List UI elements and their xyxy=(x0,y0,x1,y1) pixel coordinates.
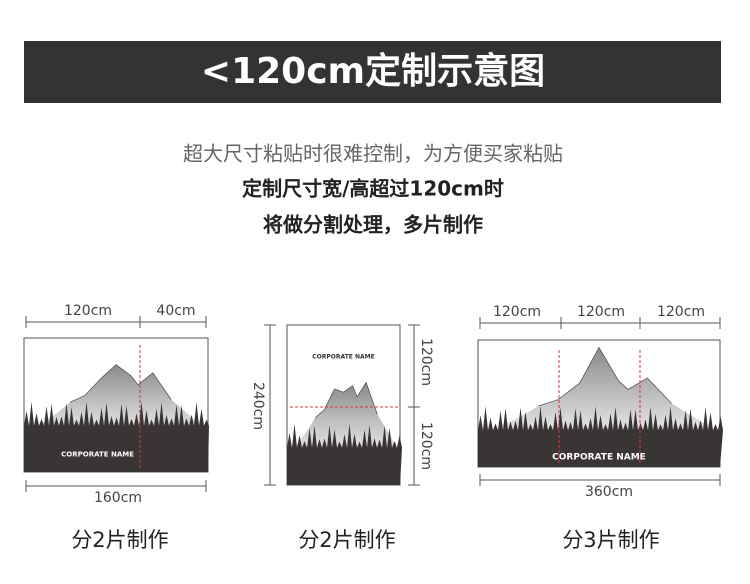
mountain xyxy=(292,382,398,450)
mountain-ridge xyxy=(69,364,172,403)
caption: 分3片制作 xyxy=(562,528,659,552)
dimension-label: 40cm xyxy=(156,303,195,319)
dimension-label: 120cm xyxy=(64,303,112,319)
dimension-label: 120cm xyxy=(418,422,434,470)
dimension-line xyxy=(25,316,207,328)
dimension-line xyxy=(479,317,721,329)
brand-name: CORPORATE NAME xyxy=(312,354,374,361)
dimension-label: 240cm xyxy=(250,382,266,430)
dimension-label: 120cm xyxy=(657,304,705,320)
intro-line: 超大尺寸粘贴时很难控制，为方便买家粘贴 xyxy=(183,142,563,166)
scene: CORPORATE NAME xyxy=(23,337,209,473)
header-bar xyxy=(24,41,721,103)
scene: CORPORATE NAME xyxy=(286,324,402,486)
scene: CORPORATE NAME xyxy=(477,339,723,468)
dimension-label: 360cm xyxy=(585,484,633,500)
ground xyxy=(24,425,208,472)
dimension-line xyxy=(25,480,207,492)
intro-line: 将做分割处理，多片制作 xyxy=(263,213,483,237)
dimension-line xyxy=(479,474,721,486)
example-1: 120cm 40cm CORPORATE NAME 160cm 分2片制作 xyxy=(23,303,209,552)
mountain xyxy=(490,347,716,432)
dimension-label: 120cm xyxy=(577,304,625,320)
dimension-label: 120cm xyxy=(418,338,434,386)
header-title: <120cm定制示意图 xyxy=(201,51,545,92)
intro-line: 定制尺寸宽/高超过120cm时 xyxy=(242,177,504,201)
dimension-label: 120cm xyxy=(493,304,541,320)
caption: 分2片制作 xyxy=(71,528,168,552)
dimension-line xyxy=(264,324,276,486)
example-2: 240cm CORPORATE NAME 120cm 120cm 分2片制作 xyxy=(250,324,434,552)
mountain-ridge xyxy=(538,346,672,407)
mountain-ridge xyxy=(315,381,378,419)
dimension-line xyxy=(408,324,420,486)
brand-name: CORPORATE NAME xyxy=(61,451,134,459)
ground xyxy=(287,447,400,485)
brand-name: CORPORATE NAME xyxy=(552,452,646,462)
example-3: 120cm 120cm 120cm CORPORATE NAME 360cm 分… xyxy=(477,304,723,552)
dimension-label: 160cm xyxy=(94,490,142,506)
caption: 分2片制作 xyxy=(298,528,395,552)
ground xyxy=(478,430,720,467)
